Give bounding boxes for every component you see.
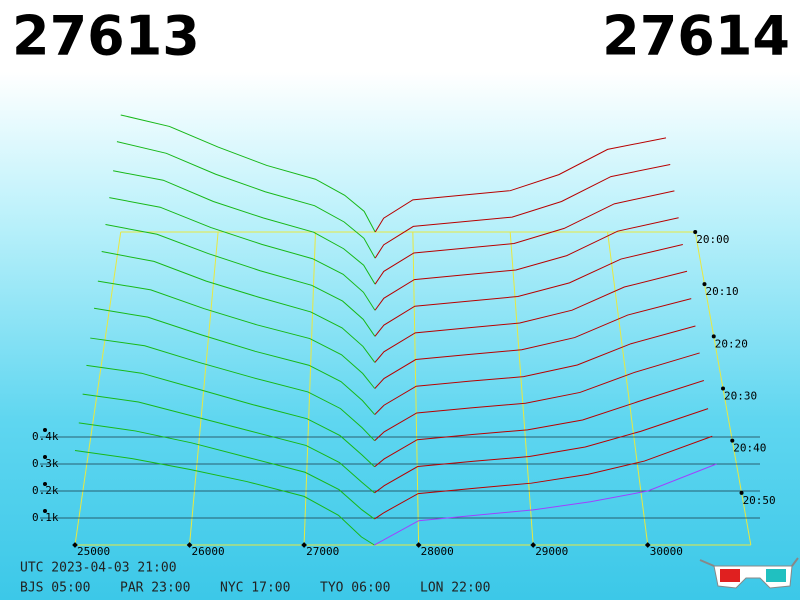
- bid-depth-line: [90, 337, 375, 442]
- ask-price: 27614: [602, 5, 790, 68]
- x-grid-line: [412, 231, 420, 546]
- x-tick-mark: [415, 542, 422, 548]
- city-time: TYO 06:00: [320, 581, 390, 596]
- y-tick-mark: [43, 428, 47, 432]
- bid-depth-line: [74, 450, 375, 546]
- ask-depth-line: [374, 298, 692, 389]
- x-tick-label: 27000: [306, 545, 339, 558]
- x-grid-line: [303, 231, 316, 546]
- x-tick-mark: [186, 542, 193, 548]
- x-tick-mark: [72, 542, 78, 548]
- time-tick-mark: [702, 282, 707, 287]
- ask-depth-line: [374, 270, 688, 363]
- y-tick-label: 0.1k: [32, 511, 59, 524]
- ask-depth-line: [374, 325, 696, 415]
- y-tick-mark: [43, 455, 47, 459]
- city-time: LON 22:00: [420, 581, 490, 596]
- bid-depth-line: [105, 224, 376, 337]
- bid-depth-line: [78, 422, 375, 520]
- time-tick-mark: [739, 490, 744, 495]
- ask-depth-line: [374, 408, 709, 494]
- city-time: NYC 17:00: [220, 581, 290, 596]
- ask-depth-line: [374, 435, 713, 520]
- y-tick-label: 0.3k: [32, 457, 59, 470]
- time-tick-mark: [730, 438, 735, 443]
- x-grid-line: [607, 231, 649, 546]
- bid-depth-line: [97, 280, 376, 389]
- ask-depth-line: [374, 163, 671, 259]
- depth-lines: [74, 114, 717, 546]
- bid-depth-line: [113, 170, 376, 285]
- bid-depth-line: [86, 364, 375, 468]
- ask-depth-line: [374, 137, 667, 233]
- utc-time: UTC 2023-04-03 21:00: [20, 561, 177, 576]
- frame: [40, 231, 760, 546]
- time-tick-label: 20:20: [715, 337, 748, 350]
- time-tick-label: 20:40: [733, 442, 766, 455]
- y-tick-mark: [43, 482, 47, 486]
- bid-depth-line: [120, 114, 376, 233]
- time-tick-mark: [711, 334, 716, 339]
- x-tick-label: 30000: [650, 545, 683, 558]
- bid-depth-line: [101, 251, 376, 363]
- time-tick-label: 20:00: [696, 233, 729, 246]
- y-tick-mark: [43, 509, 47, 513]
- city-time: PAR 23:00: [120, 581, 190, 596]
- x-grid-line: [74, 231, 122, 546]
- x-tick-mark: [530, 542, 537, 548]
- x-tick-mark: [644, 542, 651, 548]
- x-tick-label: 25000: [77, 545, 110, 558]
- time-tick-mark: [721, 386, 726, 391]
- x-tick-mark: [301, 542, 307, 548]
- x-tick-label: 26000: [192, 545, 225, 558]
- ask-depth-line: [374, 463, 717, 546]
- time-tick-label: 20:50: [743, 494, 776, 507]
- bid-depth-line: [93, 307, 376, 415]
- 3d-glasses-icon: [699, 557, 799, 589]
- time-tick-label: 20:30: [724, 390, 757, 403]
- time-tick-mark: [693, 230, 698, 234]
- bid-depth-line: [109, 197, 376, 311]
- bid-depth-line: [82, 393, 375, 494]
- ask-depth-line: [374, 217, 679, 311]
- x-tick-label: 29000: [535, 545, 568, 558]
- x-grid-line: [509, 231, 534, 546]
- ask-depth-line: [374, 352, 700, 442]
- ask-depth-line: [374, 190, 675, 285]
- y-tick-label: 0.4k: [32, 430, 59, 443]
- time-tick-label: 20:10: [705, 285, 738, 298]
- x-grid-line: [189, 231, 219, 546]
- city-time: BJS 05:00: [20, 581, 90, 596]
- x-tick-label: 28000: [421, 545, 454, 558]
- ask-depth-line: [374, 379, 705, 468]
- labels: 25000 26000 27000 28000 29000 30000 0.1k 0.2k 0.…: [32, 230, 776, 558]
- y-tick-label: 0.2k: [32, 484, 59, 497]
- bid-price: 27613: [12, 5, 200, 68]
- bid-depth-line: [116, 141, 376, 259]
- ask-depth-line: [374, 243, 683, 337]
